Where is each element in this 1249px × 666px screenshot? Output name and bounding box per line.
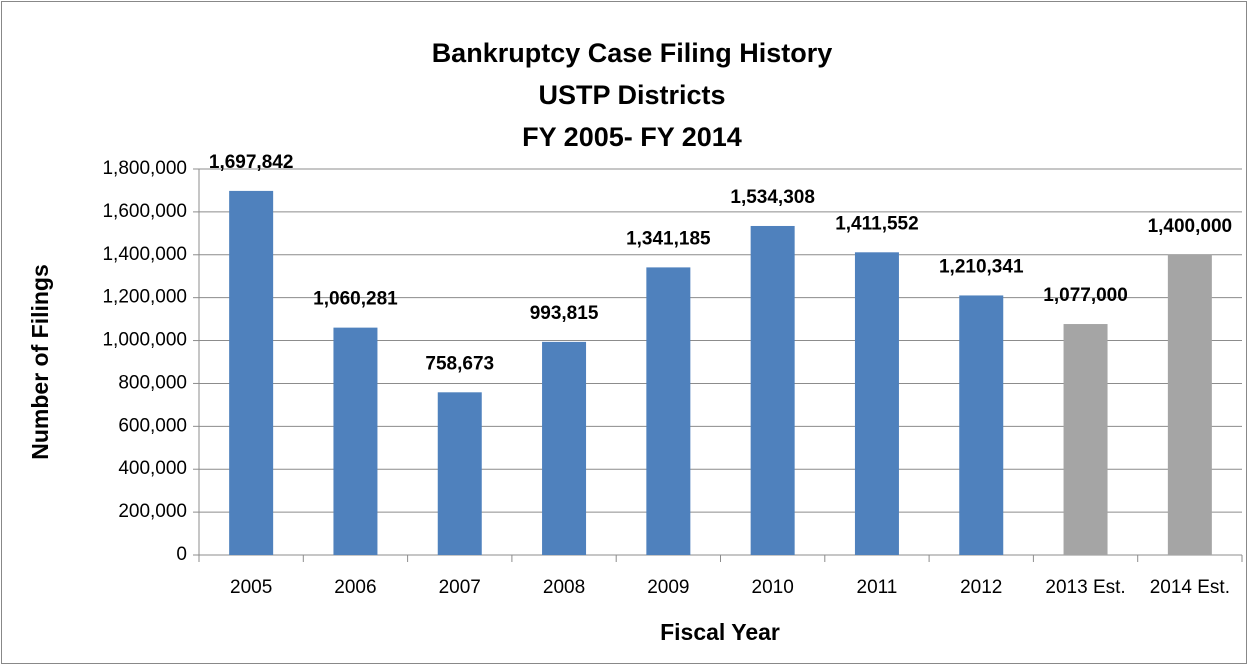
data-label: 1,697,842: [209, 152, 294, 173]
data-label: 758,673: [425, 353, 494, 374]
bar: [959, 295, 1004, 555]
data-label: 1,534,308: [730, 187, 815, 208]
bar: [437, 392, 482, 555]
y-tick-label: 800,000: [118, 372, 187, 393]
data-label: 1,411,552: [835, 213, 918, 234]
bar: [229, 190, 274, 555]
y-axis-title: Number of Filings: [27, 264, 53, 460]
bar: [854, 252, 899, 555]
x-tick-label: 2005: [230, 577, 272, 598]
data-label: 1,210,341: [939, 256, 1024, 277]
data-label: 1,060,281: [313, 289, 398, 310]
x-tick-label: 2010: [752, 577, 794, 598]
x-tick-label: 2013 Est.: [1045, 577, 1125, 598]
x-axis-title: Fiscal Year: [660, 619, 780, 645]
data-label: 993,815: [530, 303, 599, 324]
y-tick-label: 1,400,000: [102, 244, 187, 265]
chart-subtitle: USTP Districts: [538, 80, 725, 110]
bar: [1167, 254, 1212, 555]
data-label: 1,341,185: [626, 228, 711, 249]
bar: [750, 225, 795, 555]
y-tick-label: 1,800,000: [102, 158, 187, 179]
x-tick-label: 2012: [960, 577, 1002, 598]
bar: [333, 327, 378, 555]
data-label: 1,400,000: [1148, 216, 1233, 237]
x-tick-label: 2006: [334, 577, 376, 598]
y-tick-label: 200,000: [118, 501, 187, 522]
data-label: 1,077,000: [1043, 285, 1128, 306]
bar: [646, 267, 691, 555]
y-tick-label: 400,000: [118, 458, 187, 479]
x-tick-label: 2008: [543, 577, 585, 598]
chart-title: Bankruptcy Case Filing History: [432, 38, 833, 68]
x-tick-label: 2014 Est.: [1150, 577, 1230, 598]
x-tick-label: 2009: [647, 577, 689, 598]
bar: [1063, 324, 1108, 555]
y-tick-label: 1,600,000: [102, 201, 187, 222]
x-tick-label: 2011: [857, 577, 898, 598]
x-tick-label: 2007: [439, 577, 481, 598]
y-tick-label: 0: [176, 544, 187, 565]
chart-subtitle: FY 2005- FY 2014: [522, 122, 742, 152]
y-tick-label: 600,000: [118, 415, 187, 436]
y-tick-label: 1,200,000: [102, 287, 187, 308]
y-tick-label: 1,000,000: [102, 330, 187, 351]
bar: [542, 341, 587, 555]
